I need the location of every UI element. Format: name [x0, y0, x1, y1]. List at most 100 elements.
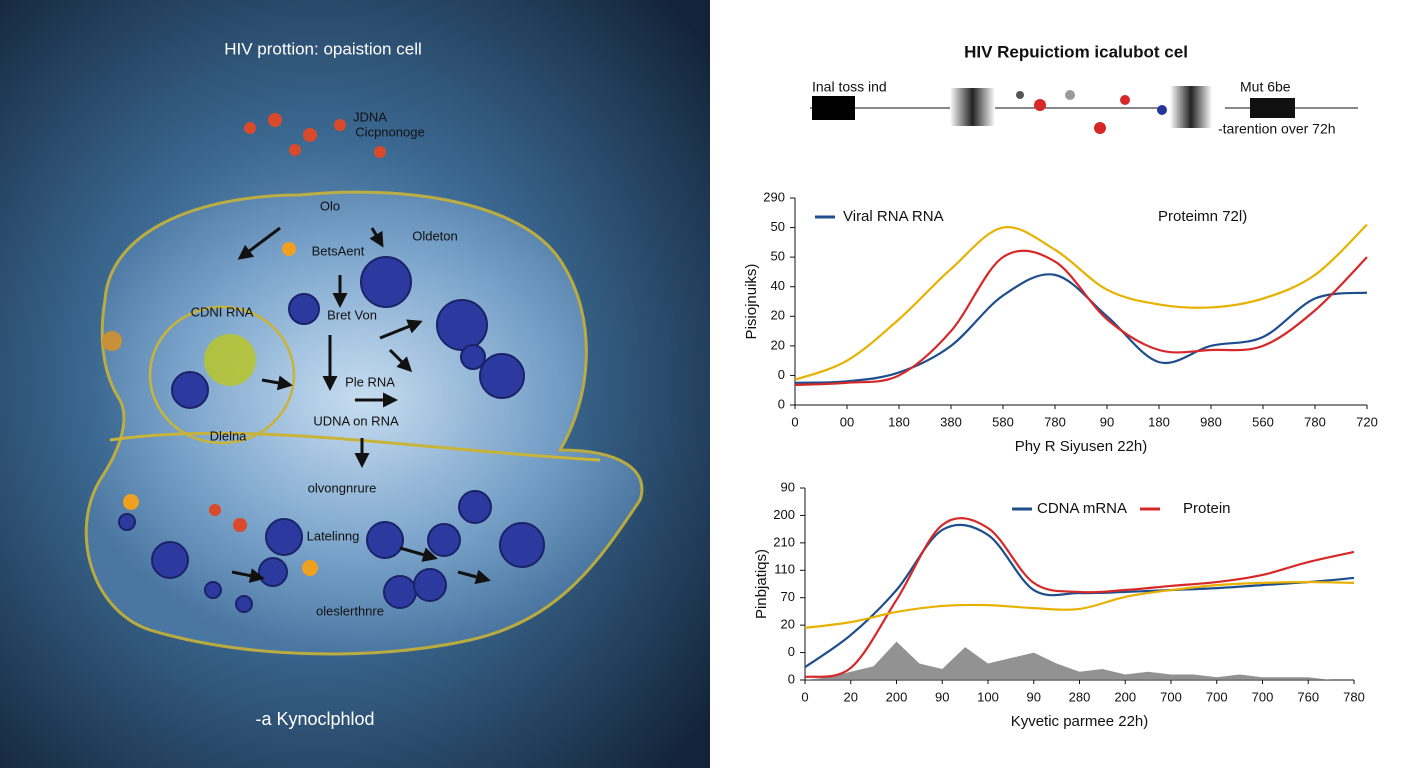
- vesicle: [118, 513, 136, 531]
- x-tick-label: 780: [1304, 414, 1326, 429]
- vesicle: [499, 522, 545, 568]
- nucleus: [148, 305, 296, 445]
- arrow: [261, 375, 293, 391]
- legend-label: Proteimn 72l): [1158, 208, 1247, 225]
- cell-label: BetsAent: [312, 243, 365, 258]
- vesicle: [288, 293, 320, 325]
- band: [1170, 86, 1212, 128]
- x-tick-label: 700: [1252, 689, 1274, 704]
- cell-label: olvongnrure: [308, 480, 377, 495]
- cell-label: Bret Von: [327, 307, 377, 322]
- x-tick-label: 90: [935, 689, 949, 704]
- y-tick-label: 0: [788, 671, 795, 686]
- header-label: Inal toss ind: [812, 79, 887, 95]
- cell-label: Cicpnonoge: [355, 124, 424, 139]
- illustration-panel: HIV prottion: opaistion cell JDNA Cicpno…: [0, 0, 710, 768]
- particle: [334, 119, 346, 131]
- header-strip: HIV Repuictiom icalubot cel Inal toss in…: [810, 42, 1358, 137]
- vesicle: [479, 353, 525, 399]
- y-tick-label: 0: [778, 367, 785, 382]
- panel-title: HIV Repuictiom icalubot cel: [964, 42, 1188, 61]
- x-tick-label: 200: [886, 689, 908, 704]
- x-axis-label: Kyvetic parmee 22h): [1011, 713, 1149, 730]
- cell-label: Dlelna: [210, 428, 248, 443]
- vesicle: [460, 344, 486, 370]
- y-tick-label: 290: [763, 189, 785, 204]
- vesicle: [427, 523, 461, 557]
- arrow: [231, 568, 265, 584]
- vesicle: [366, 521, 404, 559]
- x-tick-label: 780: [1343, 689, 1365, 704]
- y-axis-label: Pisiojnuiks): [743, 264, 760, 340]
- x-tick-label: 980: [1200, 414, 1222, 429]
- illustration-caption: -a Kynoclphlod: [255, 709, 374, 729]
- vesicle: [413, 568, 447, 602]
- particle: [1157, 105, 1167, 115]
- x-tick-label: 700: [1206, 689, 1228, 704]
- series-line: [794, 223, 1368, 381]
- illustration-title: HIV prottion: opaistion cell: [224, 39, 422, 58]
- y-tick-label: 0: [778, 396, 785, 411]
- x-tick-label: 700: [1160, 689, 1182, 704]
- cell-label: Ple RNA: [345, 374, 395, 389]
- arrow: [369, 227, 384, 248]
- vesicles: [118, 256, 545, 613]
- cell-label: UDNA on RNA: [313, 413, 399, 428]
- y-tick-label: 0: [788, 644, 795, 659]
- band: [950, 88, 995, 126]
- particle-cluster: [1016, 90, 1167, 134]
- arrow: [388, 348, 413, 373]
- particle: [1034, 99, 1046, 111]
- cell-label: Oldeton: [412, 228, 458, 243]
- cell-label: Latelinng: [307, 528, 360, 543]
- y-tick-label: 20: [771, 337, 785, 352]
- particle: [289, 144, 301, 156]
- x-tick-label: 90: [1027, 689, 1041, 704]
- cell-label: JDNA: [353, 109, 387, 124]
- x-tick-label: 90: [1100, 414, 1114, 429]
- particles: [204, 113, 386, 532]
- band: [1250, 98, 1295, 118]
- y-tick-label: 50: [771, 249, 785, 264]
- granule: [102, 331, 122, 351]
- x-tick-label: 280: [1069, 689, 1091, 704]
- arrow: [379, 319, 423, 340]
- legend-label: CDNA mRNA: [1037, 500, 1127, 517]
- x-tick-label: 580: [992, 414, 1014, 429]
- y-axis-label: Pinbjatiqs): [753, 549, 770, 619]
- arrow: [237, 226, 281, 260]
- vesicle: [383, 575, 417, 609]
- particle: [233, 518, 247, 532]
- arrow: [457, 569, 491, 585]
- vesicle: [436, 299, 488, 351]
- particle: [1065, 90, 1075, 100]
- x-tick-label: 180: [888, 414, 910, 429]
- area: [805, 641, 1354, 680]
- vesicle: [204, 581, 222, 599]
- arrow: [399, 546, 438, 562]
- particle: [303, 128, 317, 142]
- arrows: [231, 226, 491, 585]
- vesicle: [151, 541, 189, 579]
- vesicle: [458, 490, 492, 524]
- particle: [1094, 122, 1106, 134]
- vesicle: [265, 518, 303, 556]
- vesicle: [171, 371, 209, 409]
- header-note: -tarention over 72h: [1218, 121, 1336, 137]
- y-tick-label: 20: [781, 617, 795, 632]
- x-tick-label: 760: [1297, 689, 1319, 704]
- series-line: [804, 580, 1355, 629]
- x-tick-label: 20: [844, 689, 858, 704]
- particle: [244, 122, 256, 134]
- cell-label: Olo: [320, 198, 340, 213]
- band: [812, 96, 855, 120]
- particle: [268, 113, 282, 127]
- x-axis-label: Phy R Siyusen 22h): [1015, 438, 1148, 455]
- x-tick-label: 780: [1044, 414, 1066, 429]
- header-label: Mut 6be: [1240, 79, 1291, 95]
- x-tick-label: 0: [801, 689, 808, 704]
- x-tick-label: 0: [791, 414, 798, 429]
- y-tick-label: 210: [773, 534, 795, 549]
- granules: [102, 242, 318, 576]
